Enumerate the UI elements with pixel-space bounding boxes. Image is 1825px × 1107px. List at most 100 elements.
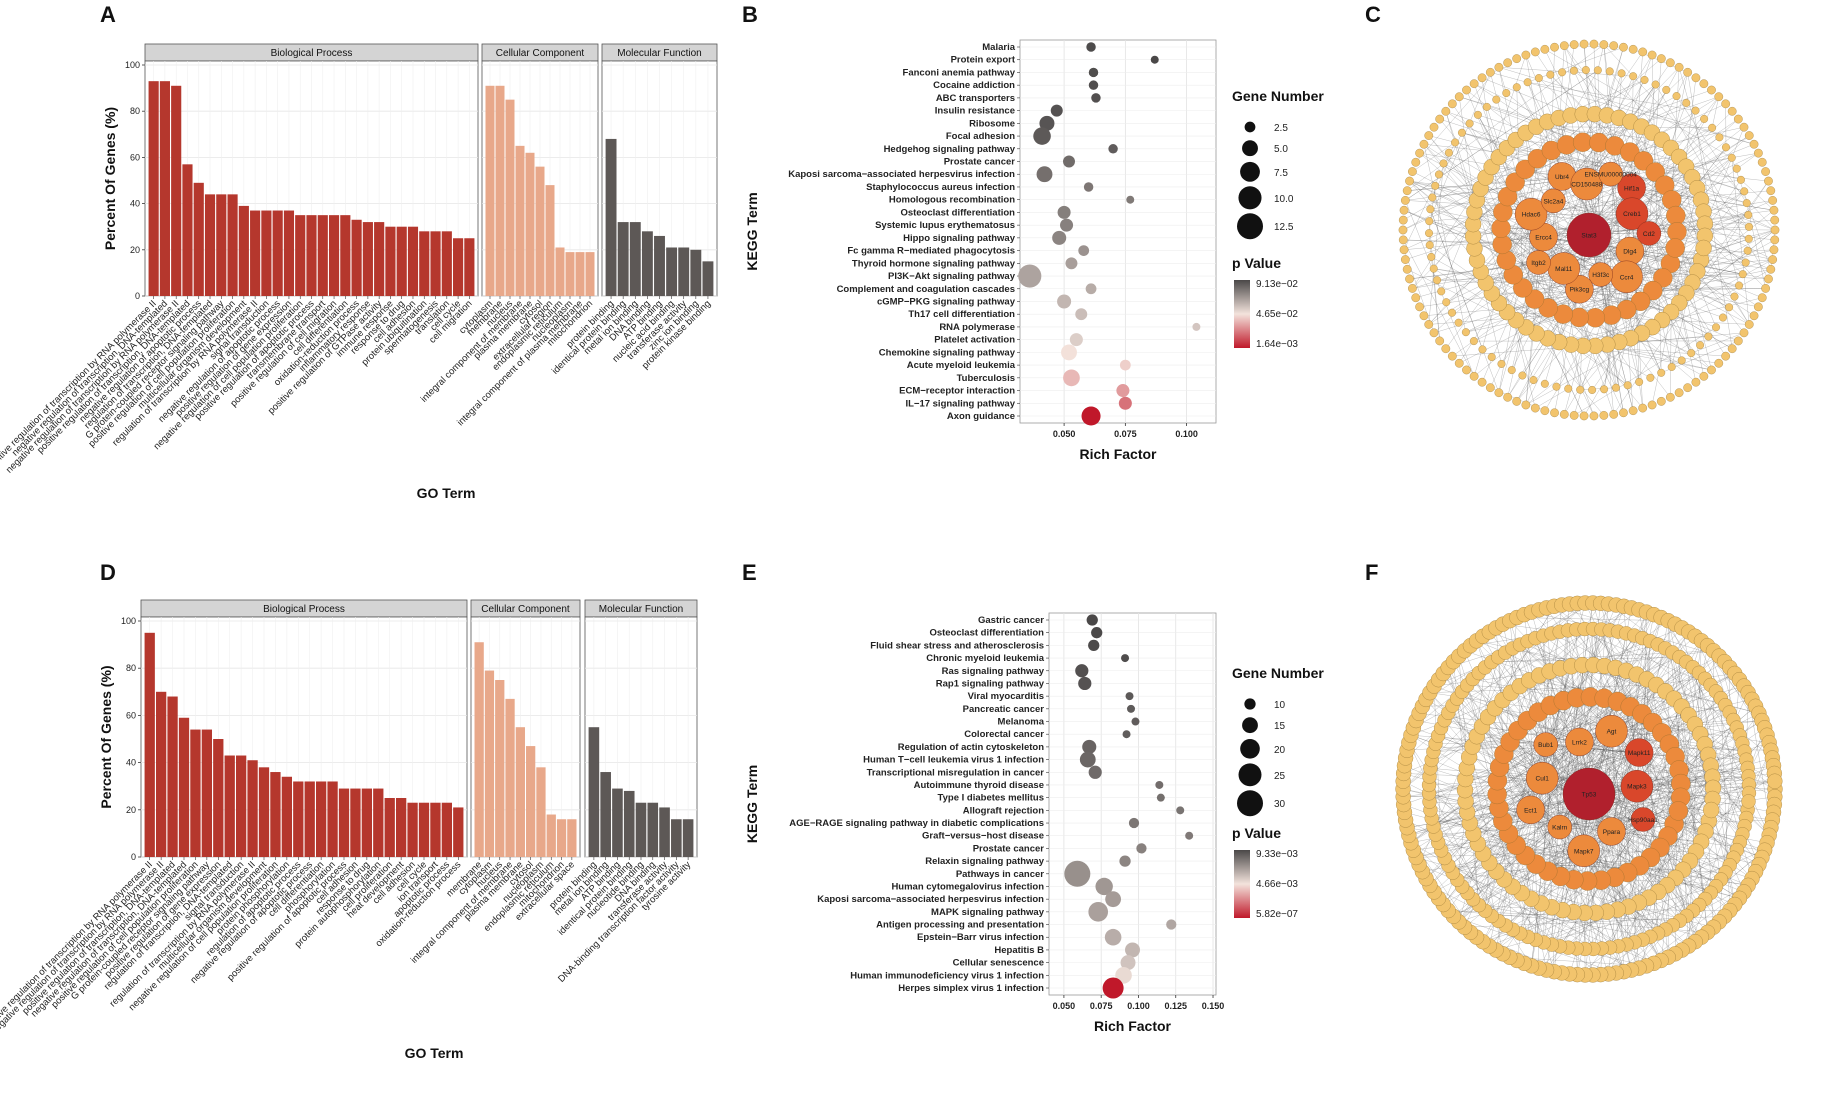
edge — [1402, 609, 1640, 790]
gene-node — [1647, 400, 1657, 410]
edge — [1508, 685, 1745, 834]
y-axis-title: KEGG Term — [744, 765, 760, 843]
hub-label: Tp53 — [1582, 792, 1597, 799]
bubble — [1088, 639, 1100, 652]
kegg-term-label: ECM−receptor interaction — [899, 386, 1015, 397]
gene-node — [1433, 276, 1442, 285]
kegg-term-label: Type I diabetes mellitus — [938, 793, 1044, 804]
gene-node — [1600, 385, 1609, 394]
edge — [1543, 827, 1560, 943]
edge — [1403, 239, 1503, 245]
edge — [1429, 692, 1770, 743]
kegg-term-label: Kaposi sarcoma−associated herpesvirus in… — [817, 894, 1044, 905]
gene-node — [1399, 205, 1409, 215]
edge — [1412, 142, 1456, 172]
edge — [1546, 607, 1560, 828]
kegg-bubble-chart-e: Gastric cancer Osteoclast differentiation… — [744, 612, 1324, 1034]
bar — [545, 185, 555, 296]
gene-node — [1589, 39, 1599, 49]
plot-panel — [1019, 39, 1217, 424]
bar — [617, 222, 629, 296]
bubble — [1057, 294, 1072, 309]
y-tick-label: 60 — [130, 152, 140, 162]
gene-node — [1735, 281, 1744, 290]
gene-node — [1743, 246, 1752, 255]
hub-label: Hif1a — [1624, 185, 1640, 192]
bar — [430, 802, 441, 857]
hub-node — [1526, 250, 1551, 275]
bar — [156, 691, 167, 857]
edge — [1639, 752, 1747, 760]
edge — [1403, 781, 1509, 834]
edge — [1588, 89, 1667, 236]
bar — [495, 680, 505, 857]
panel-label-a: A — [100, 2, 116, 27]
bubble — [1128, 817, 1140, 829]
bar — [525, 152, 535, 296]
bar — [338, 788, 350, 857]
color-legend-label: 9.33e−03 — [1256, 849, 1298, 860]
gene-node — [1473, 110, 1482, 119]
bubble — [1086, 614, 1098, 626]
edge — [1586, 84, 1656, 185]
gene-node — [1727, 344, 1737, 354]
edge — [1656, 673, 1735, 686]
gene-node — [1538, 298, 1558, 318]
bubble — [1061, 344, 1077, 361]
gene-node — [1425, 229, 1433, 238]
hub-node — [1624, 738, 1654, 767]
bubble — [1063, 155, 1075, 168]
bar — [306, 215, 317, 296]
gene-node — [1657, 368, 1666, 377]
color-legend-title: p Value — [1232, 825, 1281, 841]
kegg-term-label: Hippo signaling pathway — [903, 233, 1016, 244]
edge — [1631, 187, 1745, 333]
size-legend-circle — [1237, 790, 1263, 817]
edge — [1516, 314, 1564, 402]
bubble — [1075, 308, 1088, 321]
hub-label: Pik3cg — [1570, 287, 1590, 294]
bubble — [1078, 245, 1090, 256]
edge — [1580, 387, 1616, 390]
hub-node — [1562, 767, 1616, 821]
bubble — [1125, 942, 1140, 958]
edge — [1429, 801, 1531, 811]
kegg-term-label: Melanoma — [998, 717, 1045, 728]
kegg-term-label: Pancreatic cancer — [963, 704, 1045, 715]
bar — [474, 642, 484, 857]
bar — [216, 194, 227, 296]
gene-node — [1512, 397, 1522, 406]
bar — [575, 252, 585, 296]
gene-node — [1411, 293, 1421, 303]
gene-node — [1408, 284, 1417, 293]
gene-node — [1754, 302, 1763, 312]
bubble — [1075, 664, 1089, 678]
go-bar-chart-d: Percent Of Genes (%) 0 20 40 60 80 100 Biologic… — [0, 599, 698, 1061]
gene-node — [1513, 278, 1533, 298]
gene-node — [1668, 801, 1689, 821]
edge — [1489, 911, 1574, 947]
gene-node — [1764, 176, 1773, 186]
bar — [270, 772, 281, 857]
kegg-term-label: Gastric cancer — [978, 615, 1044, 626]
facet-title: Biological Process — [271, 48, 353, 59]
bar — [317, 215, 328, 296]
size-legend-label: 2.5 — [1274, 123, 1288, 134]
gene-node — [1742, 199, 1751, 208]
edge — [1410, 627, 1683, 736]
gene-node — [1521, 50, 1531, 60]
bubble — [1083, 182, 1094, 192]
bar — [546, 814, 556, 857]
bubble — [1125, 692, 1134, 701]
gene-node — [1579, 411, 1589, 421]
bubble — [1086, 42, 1096, 52]
hub-label: Cd2 — [1643, 231, 1655, 238]
gene-node — [1441, 106, 1451, 116]
gene-node — [1695, 239, 1712, 257]
gene-node — [1581, 66, 1590, 74]
y-tick-label: 100 — [125, 60, 140, 70]
hub-node — [1620, 770, 1654, 803]
kegg-term-label: Systemic lupus erythematosus — [875, 220, 1015, 231]
gene-node — [1454, 92, 1464, 102]
edge — [1542, 778, 1669, 958]
